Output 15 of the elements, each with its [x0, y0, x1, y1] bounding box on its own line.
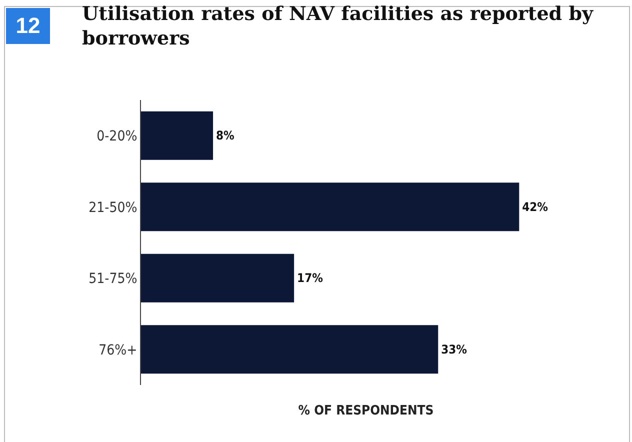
x-axis-title: % OF RESPONDENTS [298, 404, 434, 419]
chart-title: Utilisation rates of NAV facilities as reported by borrowers [82, 2, 594, 50]
bar [141, 254, 294, 302]
y-tick-label: 0-20% [96, 128, 138, 145]
data-label: 8% [216, 128, 235, 143]
y-tick-label: 21-50% [88, 200, 138, 216]
data-label: 33% [441, 342, 468, 356]
data-label: 17% [297, 271, 324, 286]
bar [141, 325, 438, 374]
text: 12 [6, 8, 50, 44]
data-label: 42% [522, 200, 548, 214]
bar [141, 111, 214, 160]
y-tick-label: 51-75% [88, 271, 138, 288]
bar [141, 182, 520, 232]
y-tick-label: 76%+ [98, 342, 138, 358]
